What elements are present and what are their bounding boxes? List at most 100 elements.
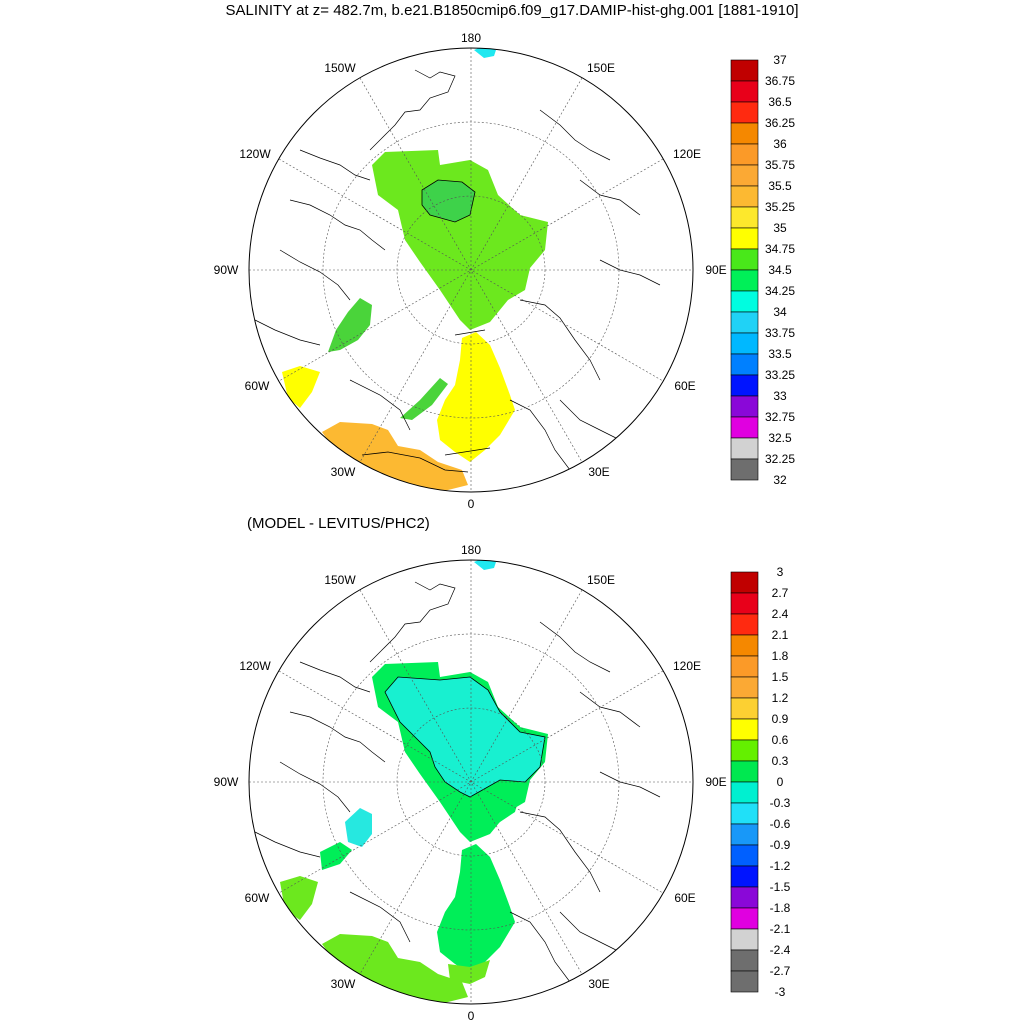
arctic-core-field	[421, 179, 476, 223]
salinity-colorbar-tick-label: 36.25	[765, 116, 795, 130]
salinity-colorbar-tick-label: 34.75	[765, 242, 795, 256]
difference-colorbar-swatch	[730, 886, 759, 909]
difference-colorbar-swatch	[730, 571, 759, 594]
salinity-colorbar-tick-label: 34.25	[765, 284, 795, 298]
difference-colorbar-tick-label: -2.4	[770, 943, 791, 957]
iceland-sea-field	[448, 960, 490, 984]
difference-polar-map: 180 150W 150E 120W 120E 90W 90E 60W 60E …	[214, 543, 791, 1023]
baffin-bay-field	[345, 808, 372, 847]
lon-label-120e: 120E	[673, 659, 701, 673]
salinity-colorbar-tick-label: 37	[773, 53, 787, 67]
nordic-seas-field	[437, 844, 515, 974]
salinity-colorbar-tick-label: 32.75	[765, 410, 795, 424]
salinity-colorbar-tick-label: 36	[773, 137, 787, 151]
lon-label-90e: 90E	[705, 775, 726, 789]
salinity-colorbar-swatch	[730, 311, 759, 334]
salinity-colorbar-tick-label: 33.75	[765, 326, 795, 340]
difference-colorbar-tick-label: -2.1	[770, 922, 791, 936]
salinity-colorbar-tick-label: 33.25	[765, 368, 795, 382]
lon-label-0: 0	[468, 1009, 475, 1023]
difference-colorbar-tick-label: -1.5	[770, 880, 791, 894]
difference-colorbar-tick-label: 3	[777, 565, 784, 579]
difference-colorbar-tick-label: 1.8	[772, 649, 789, 663]
difference-colorbar-tick-label: 0.6	[772, 733, 789, 747]
lon-label-60e: 60E	[674, 379, 695, 393]
salinity-colorbar-swatch	[730, 59, 759, 82]
difference-colorbar-tick-label: -0.9	[770, 838, 791, 852]
difference-colorbar-tick-label: -2.7	[770, 964, 791, 978]
lon-label-120w: 120W	[239, 147, 271, 161]
salinity-colorbar-tick-label: 35	[773, 221, 787, 235]
north-atlantic-field	[322, 934, 468, 1004]
greenland-coast-field	[400, 378, 448, 420]
salinity-colorbar: 37 36.75 36.5 36.25 36 35.75 35.5 35.25 35 34.75 3…	[730, 53, 795, 487]
salinity-colorbar-tick-label: 32	[773, 473, 787, 487]
difference-colorbar-swatch	[730, 865, 759, 888]
salinity-colorbar-swatch	[730, 227, 759, 250]
lon-label-0: 0	[468, 497, 475, 511]
difference-colorbar-tick-label: 2.4	[772, 607, 789, 621]
salinity-colorbar-tick-label: 35.75	[765, 158, 795, 172]
salinity-colorbar-swatch	[730, 248, 759, 271]
salinity-colorbar-swatch	[730, 269, 759, 292]
difference-colorbar-swatch	[730, 949, 759, 972]
difference-colorbar-swatch	[730, 718, 759, 741]
difference-colorbar-tick-label: 2.7	[772, 586, 789, 600]
difference-colorbar-swatch	[730, 907, 759, 930]
lon-label-150e: 150E	[587, 61, 615, 75]
difference-colorbar-swatch	[730, 760, 759, 783]
salinity-polar-map: 180 150W 150E 120W 120E 90W 90E 60W 60E …	[214, 31, 796, 511]
difference-colorbar-swatch	[730, 823, 759, 846]
lon-label-60w: 60W	[245, 891, 270, 905]
salinity-colorbar-swatch	[730, 80, 759, 103]
difference-colorbar-tick-label: -3	[775, 985, 786, 999]
salinity-colorbar-swatch	[730, 458, 759, 481]
lon-label-30e: 30E	[588, 977, 609, 991]
lon-label-150e: 150E	[587, 573, 615, 587]
salinity-colorbar-tick-label: 33.5	[768, 347, 792, 361]
lon-label-180: 180	[461, 543, 481, 557]
difference-colorbar-tick-label: -0.6	[770, 817, 791, 831]
lon-label-90w: 90W	[214, 775, 239, 789]
lon-label-60w: 60W	[245, 379, 270, 393]
baffin-bay-field	[328, 298, 372, 352]
salinity-colorbar-tick-label: 35.5	[768, 179, 792, 193]
lon-label-150w: 150W	[324, 573, 356, 587]
difference-colorbar-swatch	[730, 781, 759, 804]
difference-colorbar-tick-label: 0	[777, 775, 784, 789]
salinity-colorbar-swatch	[730, 290, 759, 313]
salinity-colorbar-swatch	[730, 143, 759, 166]
difference-colorbar-swatch	[730, 844, 759, 867]
salinity-colorbar-swatch	[730, 206, 759, 229]
difference-colorbar-tick-label: 1.5	[772, 670, 789, 684]
salinity-colorbar-tick-label: 36.75	[765, 74, 795, 88]
lon-label-30w: 30W	[331, 977, 356, 991]
lon-label-150w: 150W	[324, 61, 356, 75]
difference-colorbar-swatch	[730, 928, 759, 951]
difference-subtitle: (MODEL - LEVITUS/PHC2)	[247, 515, 430, 532]
salinity-colorbar-tick-label: 33	[773, 389, 787, 403]
difference-colorbar-tick-label: -1.8	[770, 901, 791, 915]
difference-colorbar-swatch	[730, 802, 759, 825]
difference-colorbar-tick-label: 0.9	[772, 712, 789, 726]
difference-colorbar-swatch	[730, 655, 759, 678]
salinity-colorbar-swatch	[730, 332, 759, 355]
arctic-basin-field	[372, 150, 548, 330]
salinity-colorbar-tick-label: 35.25	[765, 200, 795, 214]
salinity-colorbar-swatch	[730, 416, 759, 439]
salinity-colorbar-swatch	[730, 122, 759, 145]
difference-colorbar-tick-label: 0.3	[772, 754, 789, 768]
baffin-coast-field	[320, 842, 352, 870]
difference-colorbar-swatch	[730, 613, 759, 636]
difference-colorbar: 3 2.7 2.4 2.1 1.8 1.5 1.2 0.9 0.6 0.3 0 -0.3 -0.6 -0.…	[730, 565, 791, 999]
salinity-colorbar-tick-label: 32.5	[768, 431, 792, 445]
salinity-colorbar-swatch	[730, 164, 759, 187]
salinity-colorbar-swatch	[730, 101, 759, 124]
lon-label-30e: 30E	[588, 465, 609, 479]
salinity-colorbar-swatch	[730, 374, 759, 397]
labrador-field	[280, 876, 318, 920]
salinity-colorbar-tick-label: 34	[773, 305, 787, 319]
lon-label-30w: 30W	[331, 465, 356, 479]
nordic-seas-field	[437, 332, 515, 462]
salinity-colorbar-swatch	[730, 185, 759, 208]
